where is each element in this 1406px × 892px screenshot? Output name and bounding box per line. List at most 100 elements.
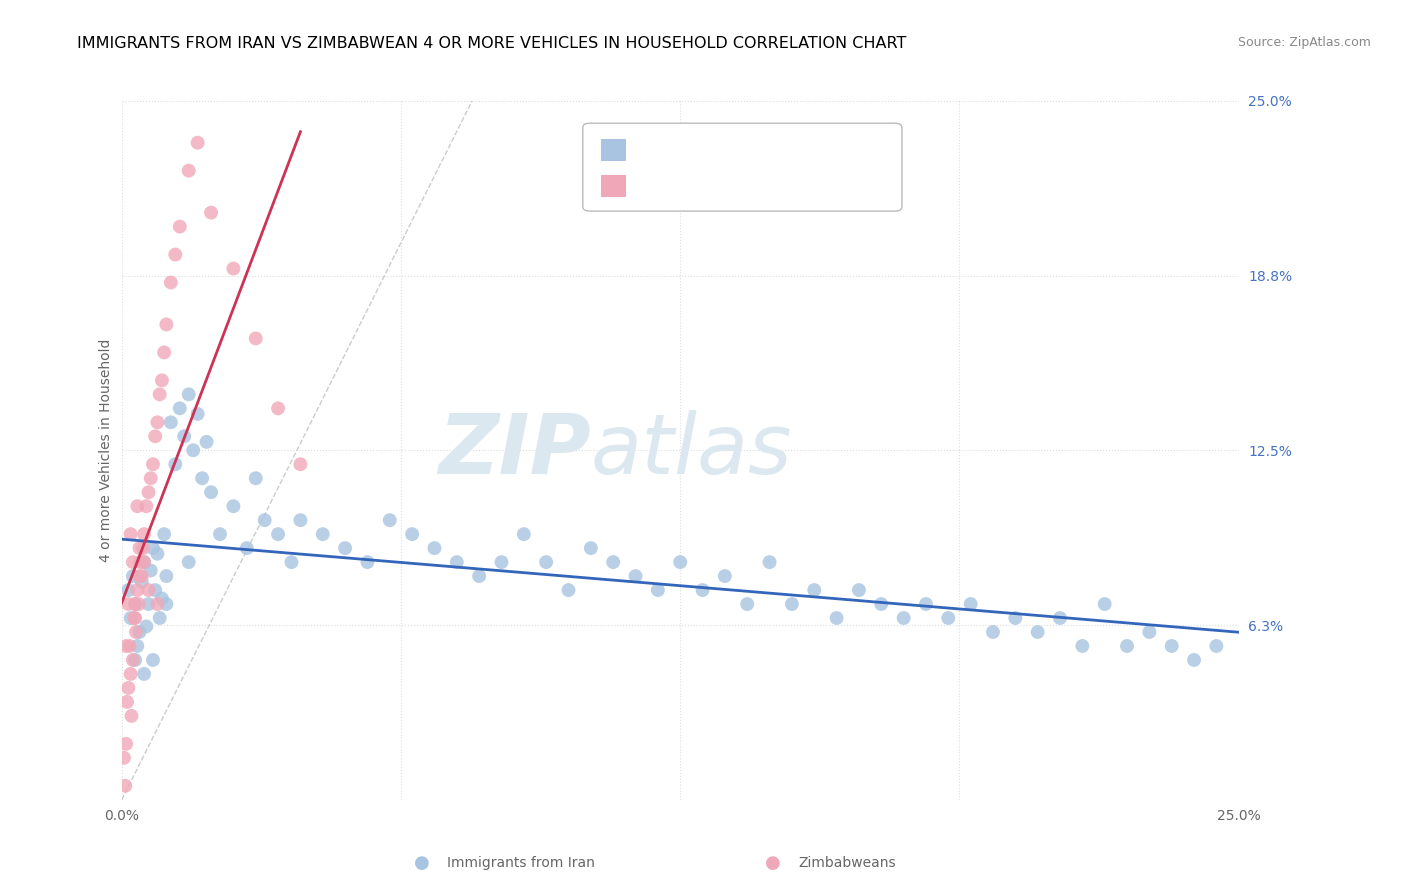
Point [112, 751, 135, 765]
Point [191, 471, 214, 485]
Point [142, 653, 165, 667]
Point [579, 541, 602, 555]
Point [893, 611, 915, 625]
Point [127, 583, 149, 598]
Point [647, 583, 669, 598]
Point [143, 583, 166, 598]
Point [169, 219, 191, 234]
Point [1116, 639, 1139, 653]
Point [1137, 625, 1160, 640]
Point [534, 555, 557, 569]
Point [138, 583, 160, 598]
Point [135, 619, 157, 633]
Point [200, 205, 222, 219]
Point [128, 625, 150, 640]
Point [222, 261, 245, 276]
Text: atlas: atlas [591, 409, 793, 491]
Point [124, 597, 146, 611]
Point [290, 513, 312, 527]
Point [117, 597, 139, 611]
Point [155, 569, 177, 583]
Point [491, 555, 513, 569]
Point [1071, 639, 1094, 653]
Point [280, 555, 302, 569]
Point [122, 611, 145, 625]
Point [959, 597, 981, 611]
Point [312, 527, 335, 541]
Point [146, 597, 169, 611]
Y-axis label: 4 or more Vehicles in Household: 4 or more Vehicles in Household [100, 339, 114, 562]
Point [117, 583, 139, 598]
Point [290, 457, 312, 471]
Point [118, 639, 141, 653]
Point [208, 527, 231, 541]
Point [253, 513, 276, 527]
Point [187, 136, 209, 150]
Point [165, 457, 187, 471]
Point [127, 639, 149, 653]
Point [803, 583, 825, 598]
Point [128, 541, 150, 555]
Point [245, 471, 267, 485]
Point [153, 527, 176, 541]
Point [1205, 639, 1227, 653]
Point [120, 611, 142, 625]
Point [825, 611, 848, 625]
Point [131, 569, 153, 583]
Point [915, 597, 938, 611]
Point [333, 541, 356, 555]
Point [669, 555, 692, 569]
Point [153, 345, 176, 359]
Point [142, 541, 165, 555]
Point [222, 499, 245, 513]
Point [356, 555, 378, 569]
Text: Immigrants from Iran: Immigrants from Iran [447, 856, 595, 871]
Point [160, 276, 183, 290]
Text: Zimbabweans: Zimbabweans [799, 856, 896, 871]
Point [557, 583, 579, 598]
Point [138, 485, 160, 500]
Point [120, 527, 142, 541]
Point [692, 583, 714, 598]
Point [132, 555, 155, 569]
Point [121, 709, 143, 723]
Point [1094, 597, 1116, 611]
Point [848, 583, 870, 598]
Point [132, 667, 155, 681]
Point [1026, 625, 1049, 640]
Point [714, 569, 737, 583]
Point [602, 555, 624, 569]
Point [125, 625, 148, 640]
Point [124, 653, 146, 667]
Point [124, 611, 146, 625]
Point [146, 415, 169, 429]
Text: R =  0.432  N = 49: R = 0.432 N = 49 [638, 179, 789, 193]
Point [155, 597, 177, 611]
Point [181, 443, 204, 458]
Point [423, 541, 446, 555]
Point [378, 513, 401, 527]
Point [758, 555, 780, 569]
Point [114, 779, 136, 793]
Point [131, 574, 153, 589]
Point [173, 429, 195, 443]
Text: ZIP: ZIP [439, 409, 591, 491]
Point [121, 653, 143, 667]
Text: R = -0.239  N = 82: R = -0.239 N = 82 [638, 143, 789, 157]
Point [132, 555, 155, 569]
Point [200, 485, 222, 500]
Text: ●: ● [413, 855, 430, 872]
Point [129, 555, 152, 569]
Text: ●: ● [765, 855, 782, 872]
Point [624, 569, 647, 583]
Point [128, 569, 150, 583]
Point [115, 737, 138, 751]
Point [1182, 653, 1205, 667]
Point [139, 471, 162, 485]
Point [155, 318, 177, 332]
Point [177, 387, 200, 401]
Point [124, 597, 146, 611]
Point [115, 695, 138, 709]
Point [735, 597, 758, 611]
Point [1004, 611, 1026, 625]
